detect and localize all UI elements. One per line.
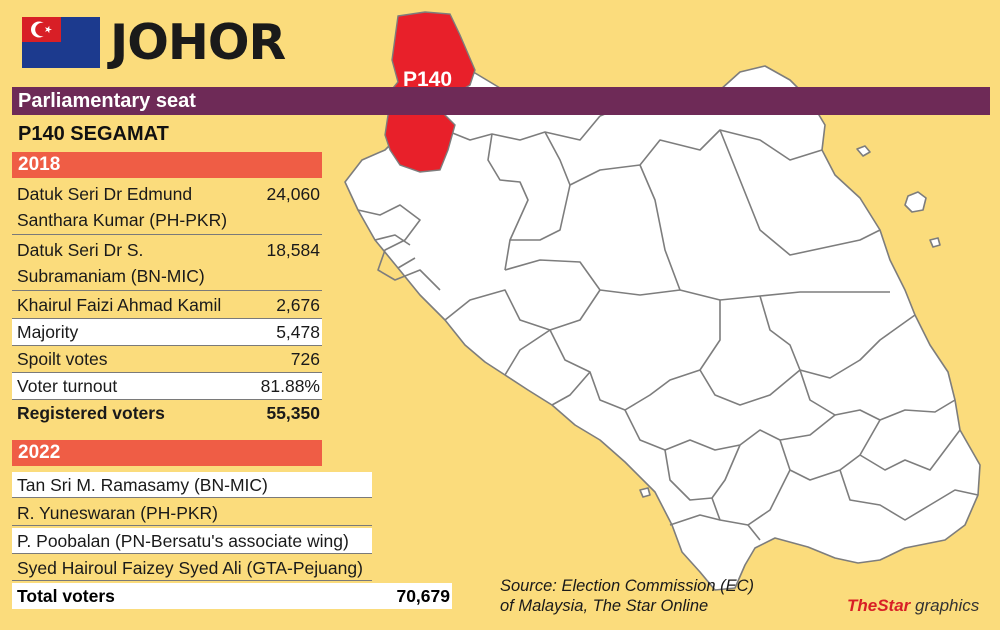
candidate-name-line1: Datuk Seri Dr S. xyxy=(17,240,144,260)
candidate-votes: 24,060 xyxy=(266,184,320,204)
majority-label: Majority xyxy=(17,322,79,342)
island-2 xyxy=(904,191,927,213)
registered-value: 55,350 xyxy=(266,403,320,423)
the-star-logo: TheStar xyxy=(847,596,911,615)
total-voters-row: Total voters 70,679 xyxy=(12,583,452,609)
spoilt-row: Spoilt votes 726 xyxy=(12,346,322,373)
year-2022-header: 2022 xyxy=(12,440,322,466)
spoilt-label: Spoilt votes xyxy=(17,349,108,369)
candidate-name: Khairul Faizi Ahmad Kamil xyxy=(17,295,222,315)
source-line-1: Source: Election Commission (EC) xyxy=(500,577,754,595)
majority-row: Majority 5,478 xyxy=(12,319,322,346)
candidate-votes: 2,676 xyxy=(276,295,320,315)
island-4 xyxy=(639,487,651,498)
p140-map-label: P140 xyxy=(403,68,453,91)
total-voters-value: 70,679 xyxy=(396,586,450,606)
candidate-name: P. Poobalan (PN-Bersatu's associate wing… xyxy=(17,531,349,551)
registered-row: Registered voters 55,350 xyxy=(12,400,322,427)
candidate-name: R. Yuneswaran (PH-PKR) xyxy=(17,503,219,523)
candidate-row: R. Yuneswaran (PH-PKR) xyxy=(12,500,372,526)
candidate-name: Tan Sri M. Ramasamy (BN-MIC) xyxy=(17,475,268,495)
turnout-row: Voter turnout 81.88% xyxy=(12,373,322,400)
johor-flag-icon xyxy=(22,17,100,68)
candidate-row: P. Poobalan (PN-Bersatu's associate wing… xyxy=(12,528,372,554)
candidate-row: Datuk Seri Dr S. Subramaniam (BN-MIC) 18… xyxy=(12,237,322,291)
spoilt-value: 726 xyxy=(290,349,320,369)
majority-value: 5,478 xyxy=(276,322,320,342)
candidate-row: Tan Sri M. Ramasamy (BN-MIC) xyxy=(12,472,372,498)
candidate-row: Datuk Seri Dr Edmund Santhara Kumar (PH-… xyxy=(12,181,322,235)
island-1 xyxy=(856,145,871,157)
turnout-value: 81.88% xyxy=(260,376,320,396)
candidate-row: Syed Hairoul Faizey Syed Ali (GTA-Pejuan… xyxy=(12,555,372,581)
graphics-label: graphics xyxy=(915,596,980,615)
turnout-label: Voter turnout xyxy=(17,376,118,396)
candidate-name-line2: Santhara Kumar (PH-PKR) xyxy=(17,210,228,230)
source-note: Source: Election Commission (EC) of Mala… xyxy=(500,576,754,616)
source-line-2: of Malaysia, The Star Online xyxy=(500,597,709,615)
parliamentary-seat-bar: Parliamentary seat xyxy=(12,87,990,115)
johor-state-outline xyxy=(344,59,981,591)
registered-label: Registered voters xyxy=(17,403,165,423)
credit: TheStar graphics xyxy=(847,596,979,616)
candidate-votes: 18,584 xyxy=(266,240,320,260)
candidate-row: Khairul Faizi Ahmad Kamil 2,676 xyxy=(12,292,322,319)
state-title: JOHOR xyxy=(110,14,286,71)
island-3 xyxy=(929,237,941,248)
total-voters-label: Total voters xyxy=(17,586,115,606)
candidate-name: Syed Hairoul Faizey Syed Ali (GTA-Pejuan… xyxy=(17,558,363,578)
parliamentary-seat-label: Parliamentary seat xyxy=(18,90,196,112)
candidate-name-line2: Subramaniam (BN-MIC) xyxy=(17,266,205,286)
year-2018-header: 2018 xyxy=(12,152,322,178)
candidate-name-line1: Datuk Seri Dr Edmund xyxy=(17,184,193,204)
seat-title: P140 SEGAMAT xyxy=(18,123,169,145)
